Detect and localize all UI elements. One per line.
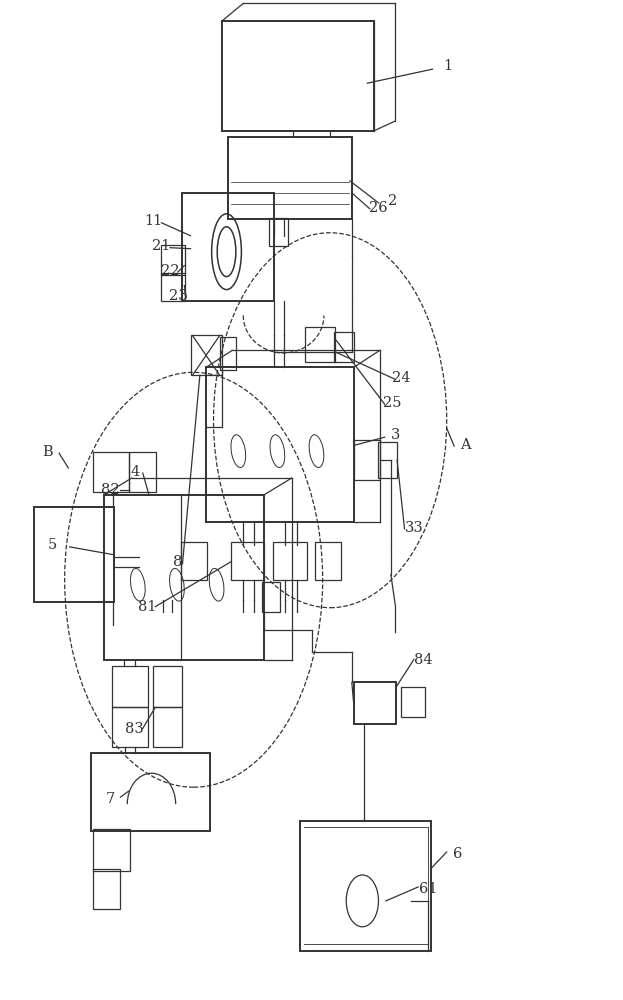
Bar: [153, 666, 182, 707]
Bar: [300, 821, 430, 951]
Bar: [34, 507, 114, 602]
Bar: [231, 542, 264, 580]
Bar: [93, 452, 129, 492]
Bar: [112, 666, 148, 707]
Text: 2: 2: [388, 194, 397, 208]
Text: 11: 11: [144, 214, 163, 228]
Text: A: A: [460, 438, 470, 452]
Text: 1: 1: [444, 59, 452, 73]
Bar: [206, 367, 354, 522]
Text: 26: 26: [369, 201, 388, 215]
Bar: [315, 542, 341, 580]
Text: 83: 83: [125, 722, 144, 736]
Text: 61: 61: [419, 882, 437, 896]
Text: 3: 3: [391, 428, 400, 442]
Text: 25: 25: [383, 396, 401, 410]
Bar: [262, 582, 280, 612]
Bar: [305, 327, 335, 362]
Bar: [183, 193, 274, 301]
Bar: [93, 829, 130, 871]
Bar: [401, 687, 425, 717]
Text: 22: 22: [161, 264, 179, 278]
Bar: [181, 542, 207, 580]
Bar: [92, 753, 211, 831]
Text: 84: 84: [414, 653, 432, 667]
Bar: [222, 21, 374, 131]
Bar: [379, 442, 397, 478]
Text: 21: 21: [152, 239, 171, 253]
Bar: [161, 245, 185, 275]
Text: 33: 33: [404, 521, 423, 535]
Bar: [191, 335, 222, 375]
Bar: [128, 452, 156, 492]
Bar: [93, 869, 120, 909]
Text: 7: 7: [105, 792, 115, 806]
Text: 82: 82: [101, 483, 119, 497]
Text: 5: 5: [47, 538, 57, 552]
Bar: [334, 332, 354, 362]
Bar: [354, 682, 396, 724]
Text: 23: 23: [169, 289, 188, 303]
Bar: [103, 495, 264, 660]
Text: B: B: [42, 445, 53, 459]
Bar: [228, 137, 352, 219]
Bar: [269, 218, 288, 246]
Bar: [112, 707, 148, 747]
Bar: [221, 337, 236, 370]
Bar: [161, 273, 185, 301]
Text: 4: 4: [130, 465, 140, 479]
Text: 8: 8: [173, 555, 183, 569]
Bar: [153, 707, 182, 747]
Bar: [273, 542, 307, 580]
Text: 24: 24: [392, 371, 411, 385]
Text: 81: 81: [138, 600, 156, 614]
Text: 6: 6: [452, 847, 462, 861]
Bar: [354, 440, 380, 480]
